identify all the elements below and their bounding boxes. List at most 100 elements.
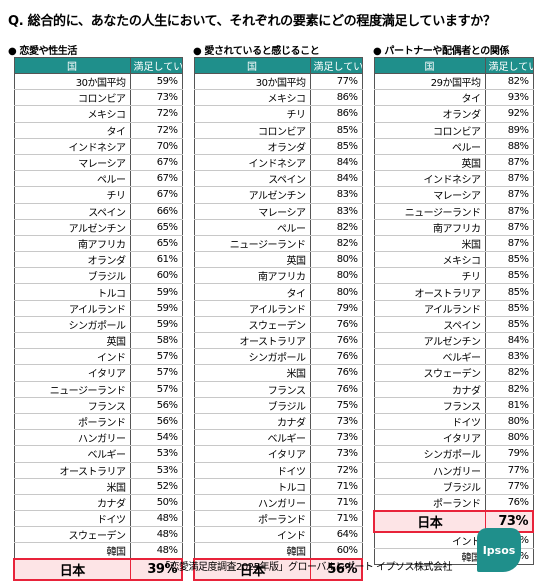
- country-cell: マレーシア: [193, 203, 311, 220]
- table-row: ドイツ 72%: [193, 462, 363, 479]
- table-row: スウェーデン 48%: [13, 526, 183, 544]
- country-cell: ハンガリー: [193, 494, 311, 512]
- table-row: 日本 39%: [13, 558, 183, 582]
- table-row: ペルー 82%: [193, 219, 363, 236]
- table-row: シンガポール 59%: [13, 316, 183, 334]
- value-cell: 76%: [309, 381, 363, 398]
- table-row: アルゼンチン 65%: [13, 219, 183, 236]
- country-cell: インド: [373, 531, 486, 549]
- value-cell: 79%: [484, 445, 534, 463]
- table-row: オーストラリア 53%: [13, 462, 183, 479]
- country-cell: スペイン: [193, 170, 311, 188]
- value-cell: 53%: [129, 445, 183, 463]
- value-cell: 67%: [129, 170, 183, 188]
- value-cell: 85%: [484, 267, 534, 285]
- table-row: フランス 81%: [373, 397, 534, 414]
- value-cell: 56%: [309, 558, 363, 582]
- value-cell: 66%: [129, 203, 183, 220]
- value-cell: 59%: [129, 300, 183, 317]
- value-cell: 71%: [309, 510, 363, 528]
- value-cell: 85%: [484, 300, 534, 317]
- country-cell: メキシコ: [13, 105, 131, 123]
- country-cell: アルゼンチン: [373, 332, 486, 350]
- country-cell: ベルギー: [373, 348, 486, 366]
- country-cell: タイ: [13, 122, 131, 139]
- country-cell: ブラジル: [193, 397, 311, 414]
- value-cell: 72%: [309, 462, 363, 479]
- table-row: イタリア 80%: [373, 429, 534, 447]
- country-cell: オーストラリア: [193, 332, 311, 350]
- country-cell: オランダ: [373, 105, 486, 123]
- table-row: メキシコ 86%: [193, 89, 363, 107]
- value-cell: 84%: [484, 332, 534, 350]
- country-cell: 29か国平均: [373, 73, 486, 91]
- value-cell: 56%: [129, 413, 183, 431]
- value-cell: 80%: [484, 429, 534, 447]
- table-row: コロンビア 89%: [373, 122, 534, 139]
- country-cell: タイ: [373, 89, 486, 107]
- table-row: ハンガリー 77%: [373, 462, 534, 479]
- country-cell: コロンビア: [373, 122, 486, 139]
- table-row: ベルギー 83%: [373, 348, 534, 366]
- value-cell: 53%: [129, 462, 183, 479]
- table-row: ポーランド 76%: [373, 494, 534, 512]
- value-cell: 82%: [484, 381, 534, 398]
- value-cell: 73%: [484, 509, 534, 533]
- value-cell: 57%: [129, 348, 183, 366]
- country-cell: オランダ: [13, 251, 131, 269]
- value-cell: 65%: [129, 235, 183, 253]
- value-cell: 52%: [129, 478, 183, 495]
- value-cell: 82%: [309, 219, 363, 236]
- table-row: 米国 52%: [13, 478, 183, 495]
- ipsos-logo: Ipsos: [477, 528, 521, 572]
- header-country: 国: [193, 57, 311, 74]
- header-country: 国: [13, 57, 131, 74]
- country-cell: スウェーデン: [193, 316, 311, 334]
- table-row: 英国 58%: [13, 332, 183, 350]
- table-row: タイ 72%: [13, 122, 183, 139]
- satisfaction-table: 国満足している30か国平均59%コロンビア73%メキシコ72%タイ72%インドネ…: [13, 57, 183, 582]
- table-row: アイルランド 59%: [13, 300, 183, 317]
- value-cell: 50%: [129, 494, 183, 512]
- country-cell: アイルランド: [373, 300, 486, 317]
- table-row: ベルギー 53%: [13, 445, 183, 463]
- table-row: オランダ 85%: [193, 138, 363, 155]
- country-cell: オランダ: [193, 138, 311, 155]
- value-cell: 81%: [484, 397, 534, 414]
- table-row: マレーシア 67%: [13, 154, 183, 172]
- country-cell: イタリア: [193, 445, 311, 463]
- value-cell: 57%: [129, 381, 183, 398]
- value-cell: 60%: [129, 267, 183, 285]
- value-cell: 59%: [129, 283, 183, 301]
- value-cell: 87%: [484, 186, 534, 204]
- value-cell: 48%: [129, 510, 183, 528]
- source-footer: 「恋愛満足度調査2025年版」グローバルレポート イプソス株式会社: [160, 562, 453, 573]
- value-cell: 65%: [129, 219, 183, 236]
- value-cell: 76%: [309, 316, 363, 334]
- table-title: ● 愛されていると感じること: [193, 46, 320, 57]
- country-cell: チリ: [13, 186, 131, 204]
- table-row: カナダ 73%: [193, 413, 363, 431]
- table-row: ニュージーランド 82%: [193, 235, 363, 253]
- value-cell: 76%: [309, 332, 363, 350]
- country-cell: オーストラリア: [13, 462, 131, 479]
- satisfaction-table: 国満足している29か国平均82%タイ93%オランダ92%コロンビア89%ペルー8…: [373, 57, 534, 566]
- value-cell: 80%: [309, 267, 363, 285]
- value-cell: 71%: [309, 478, 363, 495]
- table-row: ブラジル 75%: [193, 397, 363, 414]
- country-cell: カナダ: [13, 494, 131, 512]
- value-cell: 71%: [309, 494, 363, 512]
- country-cell: 韓国: [13, 542, 131, 560]
- table-row: チリ 85%: [373, 267, 534, 285]
- value-cell: 84%: [309, 154, 363, 172]
- table-row: コロンビア 85%: [193, 122, 363, 139]
- value-cell: 56%: [129, 397, 183, 414]
- country-cell: トルコ: [13, 283, 131, 301]
- table-row: オーストラリア 85%: [373, 283, 534, 301]
- value-cell: 73%: [309, 445, 363, 463]
- country-cell: スペイン: [373, 316, 486, 334]
- value-cell: 80%: [309, 251, 363, 269]
- country-cell: スペイン: [13, 203, 131, 220]
- value-cell: 60%: [309, 542, 363, 560]
- table-row: インドネシア 84%: [193, 154, 363, 172]
